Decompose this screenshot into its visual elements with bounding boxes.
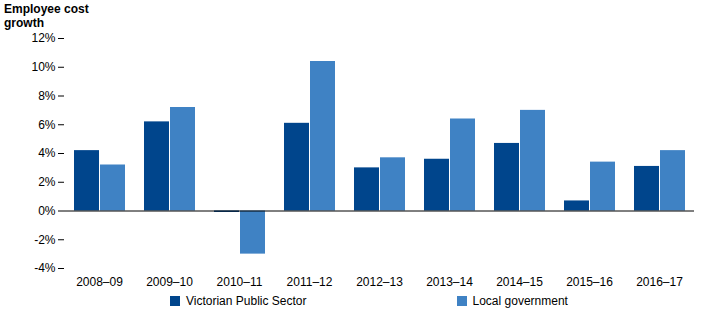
html-text:Employee cost growth: Employee cost growth: [4, 2, 89, 30]
svg-text:-4%: -4%: [34, 261, 56, 275]
svg-text:2012–13: 2012–13: [356, 275, 403, 289]
html-text:Victorian Public Sector: Victorian Public Sector: [186, 294, 307, 308]
svg-text:-2%: -2%: [34, 233, 56, 247]
svg-text:0%: 0%: [38, 204, 56, 218]
svg-text:2%: 2%: [38, 175, 56, 189]
svg-text:6%: 6%: [38, 118, 56, 132]
svg-text:8%: 8%: [38, 89, 56, 103]
svg-text:4%: 4%: [38, 146, 56, 160]
svg-text:2010–11: 2010–11: [217, 275, 263, 289]
svg-text:2015–16: 2015–16: [566, 275, 613, 289]
svg-text:10%: 10%: [31, 60, 55, 74]
svg-text:12%: 12%: [31, 31, 55, 45]
svg-text:2016–17: 2016–17: [636, 275, 683, 289]
svg-text:2013–14: 2013–14: [426, 275, 473, 289]
svg-text:2011–12: 2011–12: [287, 275, 333, 289]
svg-text:2008–09: 2008–09: [76, 275, 123, 289]
svg-text:2009–10: 2009–10: [146, 275, 193, 289]
svg-text:2014–15: 2014–15: [496, 275, 543, 289]
html-text:Local government: Local government: [472, 294, 568, 308]
